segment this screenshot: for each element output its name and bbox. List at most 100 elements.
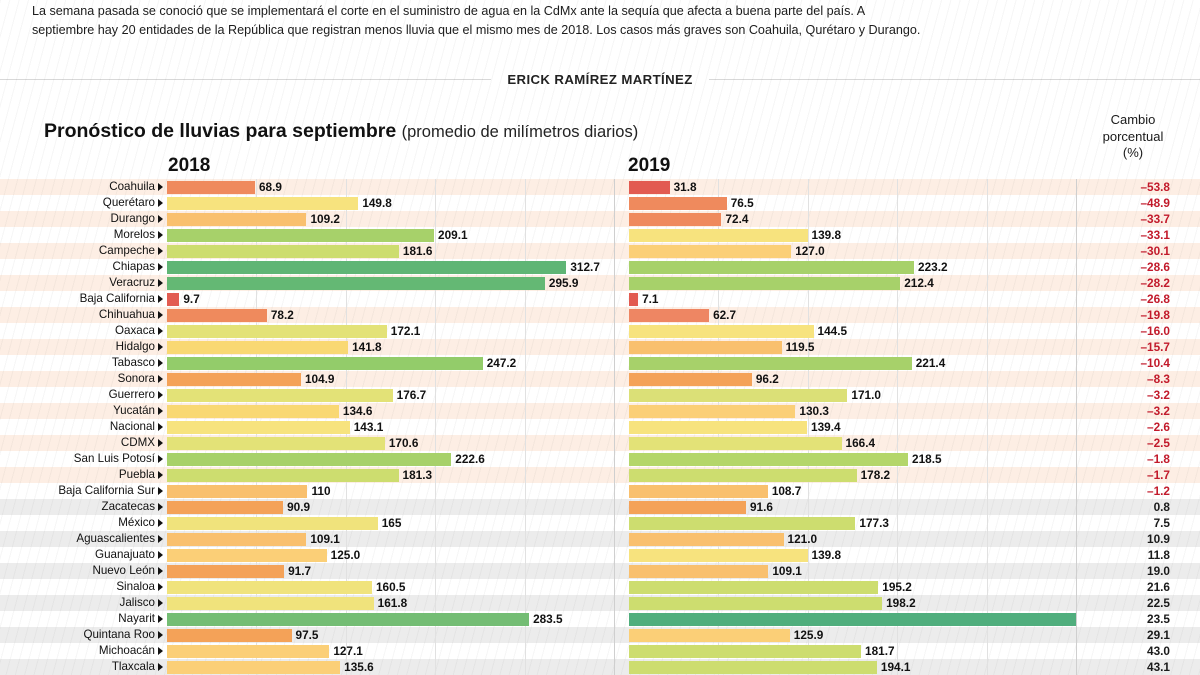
bar-2019[interactable] [629, 228, 808, 242]
table-row[interactable]: CDMX 170.6 166.4 –2.5 [0, 435, 1200, 451]
state-label[interactable]: Tlaxcala [0, 659, 167, 675]
table-row[interactable]: Tlaxcala 135.6 194.1 43.1 [0, 659, 1200, 675]
state-label[interactable]: Tabasco [0, 355, 167, 371]
state-label[interactable]: Sonora [0, 371, 167, 387]
table-row[interactable]: Baja California Sur 110 108.7 –1.2 [0, 483, 1200, 499]
table-row[interactable]: Aguascalientes 109.1 121.0 10.9 [0, 531, 1200, 547]
table-row[interactable]: México 165 177.3 7.5 [0, 515, 1200, 531]
table-row[interactable]: Coahuila 68.9 31.8 –53.8 [0, 179, 1200, 195]
state-label[interactable]: Yucatán [0, 403, 167, 419]
table-row[interactable]: Campeche 181.6 127.0 –30.1 [0, 243, 1200, 259]
bar-2018[interactable] [167, 596, 374, 610]
table-row[interactable]: Nuevo León 91.7 109.1 19.0 [0, 563, 1200, 579]
bar-2019[interactable] [629, 436, 842, 450]
state-label[interactable]: Nacional [0, 419, 167, 435]
bar-2019[interactable] [629, 244, 792, 258]
state-label[interactable]: Coahuila [0, 179, 167, 195]
state-label[interactable]: Chiapas [0, 259, 167, 275]
bar-2019[interactable] [629, 292, 639, 306]
table-row[interactable]: Querétaro 149.8 76.5 –48.9 [0, 195, 1200, 211]
table-row[interactable]: Guanajuato 125.0 139.8 11.8 [0, 547, 1200, 563]
table-row[interactable]: Quintana Roo 97.5 125.9 29.1 [0, 627, 1200, 643]
bar-2019[interactable] [629, 180, 670, 194]
bar-2018[interactable] [167, 196, 359, 210]
bar-2018[interactable] [167, 628, 292, 642]
state-label[interactable]: Nuevo León [0, 563, 167, 579]
bar-2019[interactable] [629, 580, 879, 594]
bar-2018[interactable] [167, 340, 349, 354]
bar-2018[interactable] [167, 308, 267, 322]
state-label[interactable]: Jalisco [0, 595, 167, 611]
bar-2018[interactable] [167, 484, 308, 498]
table-row[interactable]: Zacatecas 90.9 91.6 0.8 [0, 499, 1200, 515]
bar-2018[interactable] [167, 324, 387, 338]
table-row[interactable]: Hidalgo 141.8 119.5 –15.7 [0, 339, 1200, 355]
bar-2019[interactable] [629, 324, 814, 338]
table-row[interactable]: Durango 109.2 72.4 –33.7 [0, 211, 1200, 227]
bar-2019[interactable] [629, 372, 752, 386]
state-label[interactable]: Querétaro [0, 195, 167, 211]
bar-2018[interactable] [167, 244, 399, 258]
table-row[interactable]: Chihuahua 78.2 62.7 –19.8 [0, 307, 1200, 323]
bar-2018[interactable] [167, 452, 452, 466]
bar-2019[interactable] [629, 308, 710, 322]
bar-2018[interactable] [167, 260, 567, 274]
bar-2019[interactable] [629, 500, 746, 514]
bar-2019[interactable] [629, 212, 722, 226]
table-row[interactable]: Nacional 143.1 139.4 –2.6 [0, 419, 1200, 435]
state-label[interactable]: Zacatecas [0, 499, 167, 515]
bar-2018[interactable] [167, 372, 301, 386]
bar-2018[interactable] [167, 612, 530, 626]
bar-2019[interactable] [629, 548, 808, 562]
bar-2018[interactable] [167, 580, 372, 594]
bar-2019[interactable] [629, 340, 782, 354]
bar-2019[interactable] [629, 612, 1076, 626]
state-label[interactable]: Veracruz [0, 275, 167, 291]
bar-2019[interactable] [629, 468, 857, 482]
bar-2019[interactable] [629, 404, 796, 418]
bar-2018[interactable] [167, 532, 307, 546]
bar-2019[interactable] [629, 628, 790, 642]
bar-2018[interactable] [167, 564, 285, 578]
bar-2019[interactable] [629, 644, 862, 658]
bar-2019[interactable] [629, 484, 768, 498]
bar-2018[interactable] [167, 660, 341, 674]
state-label[interactable]: Campeche [0, 243, 167, 259]
table-row[interactable]: Nayarit 283.5 350 23.5 [0, 611, 1200, 627]
bar-2018[interactable] [167, 548, 327, 562]
bar-2018[interactable] [167, 516, 378, 530]
bar-2018[interactable] [167, 420, 350, 434]
state-label[interactable]: Quintana Roo [0, 627, 167, 643]
state-label[interactable]: Chihuahua [0, 307, 167, 323]
state-label[interactable]: Sinaloa [0, 579, 167, 595]
table-row[interactable]: Baja California 9.7 7.1 –26.8 [0, 291, 1200, 307]
bar-2018[interactable] [167, 500, 284, 514]
table-row[interactable]: Oaxaca 172.1 144.5 –16.0 [0, 323, 1200, 339]
bar-2019[interactable] [629, 260, 915, 274]
bar-2019[interactable] [629, 196, 727, 210]
state-label[interactable]: Aguascalientes [0, 531, 167, 547]
bar-2018[interactable] [167, 212, 307, 226]
bar-2019[interactable] [629, 452, 909, 466]
state-label[interactable]: Puebla [0, 467, 167, 483]
state-label[interactable]: San Luis Potosí [0, 451, 167, 467]
state-label[interactable]: Hidalgo [0, 339, 167, 355]
state-label[interactable]: Guanajuato [0, 547, 167, 563]
table-row[interactable]: Tabasco 247.2 221.4 –10.4 [0, 355, 1200, 371]
bar-2019[interactable] [629, 388, 848, 402]
bar-2018[interactable] [167, 436, 385, 450]
state-label[interactable]: Oaxaca [0, 323, 167, 339]
table-row[interactable]: Jalisco 161.8 198.2 22.5 [0, 595, 1200, 611]
bar-2018[interactable] [167, 276, 545, 290]
bar-2018[interactable] [167, 292, 180, 306]
bar-2019[interactable] [629, 420, 808, 434]
table-row[interactable]: Veracruz 295.9 212.4 –28.2 [0, 275, 1200, 291]
bar-2019[interactable] [629, 356, 912, 370]
table-row[interactable]: Guerrero 176.7 171.0 –3.2 [0, 387, 1200, 403]
bar-2018[interactable] [167, 404, 339, 418]
table-row[interactable]: Michoacán 127.1 181.7 43.0 [0, 643, 1200, 659]
state-label[interactable]: Baja California [0, 291, 167, 307]
bar-2019[interactable] [629, 564, 769, 578]
table-row[interactable]: Sinaloa 160.5 195.2 21.6 [0, 579, 1200, 595]
state-label[interactable]: Morelos [0, 227, 167, 243]
